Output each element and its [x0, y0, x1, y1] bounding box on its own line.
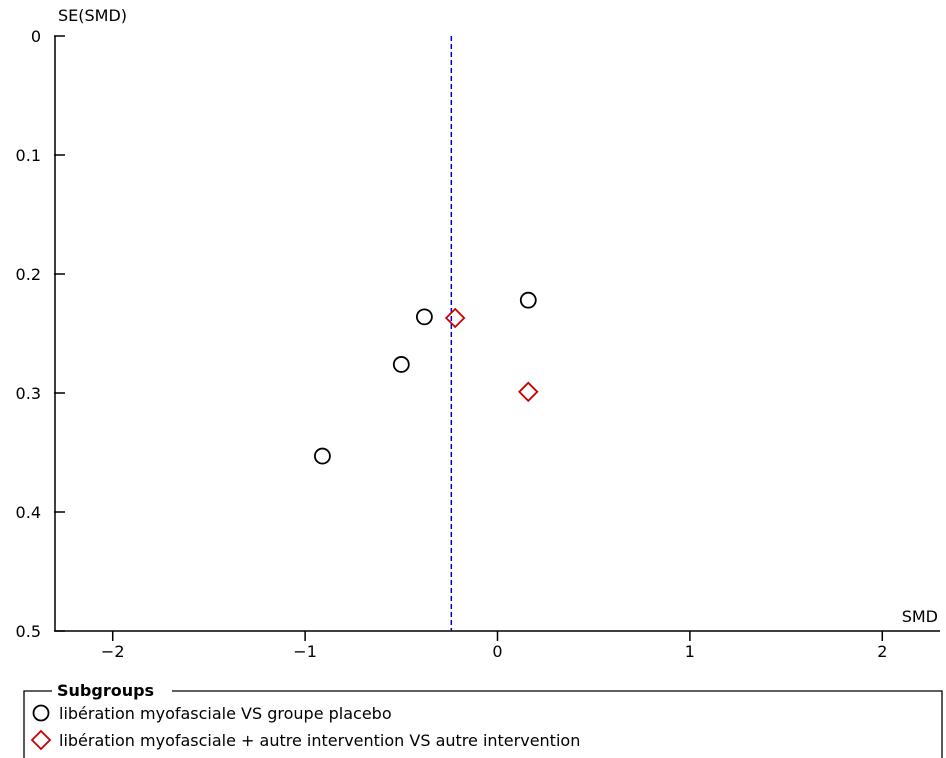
point-circle — [392, 356, 410, 373]
legend-circle-icon — [32, 704, 50, 722]
point-circle — [314, 447, 331, 465]
point-circle — [519, 291, 537, 309]
legend-item-label: libération myofasciale VS groupe placebo — [59, 704, 392, 723]
y-tick-label: 0.2 — [16, 265, 41, 284]
x-tick-label: 2 — [877, 642, 887, 661]
x-tick-label: 1 — [685, 642, 695, 661]
legend-diamond-icon — [30, 729, 52, 751]
x-tick-label: −1 — [293, 642, 317, 661]
x-tick-label: −2 — [101, 642, 125, 661]
x-tick-label: 0 — [492, 642, 502, 661]
y-ticks: 0 0.1 0.2 0.3 0.4 0.5 — [16, 27, 65, 641]
x-axis-label: SMD — [902, 607, 938, 626]
plot-axes — [54, 36, 940, 632]
x-ticks: −2 −1 0 1 2 — [101, 631, 887, 661]
y-tick-label: 0.5 — [16, 622, 41, 641]
y-tick-label: 0.3 — [16, 384, 41, 403]
point-circle — [415, 308, 433, 326]
y-tick-label: 0.1 — [16, 146, 41, 165]
y-tick-label: 0 — [31, 27, 41, 46]
legend-title: Subgroups — [57, 681, 154, 700]
point-diamond — [518, 381, 539, 403]
point-diamond — [444, 307, 466, 329]
legend-items: libération myofasciale VS groupe placebo… — [30, 704, 580, 751]
legend-item-label: libération myofasciale + autre intervent… — [59, 731, 580, 750]
data-points — [314, 291, 539, 465]
y-tick-label: 0.4 — [16, 503, 41, 522]
legend-frame — [23, 690, 943, 758]
y-axis-label: SE(SMD) — [58, 6, 127, 25]
legend: Subgroups libération myofasciale VS grou… — [23, 681, 943, 758]
